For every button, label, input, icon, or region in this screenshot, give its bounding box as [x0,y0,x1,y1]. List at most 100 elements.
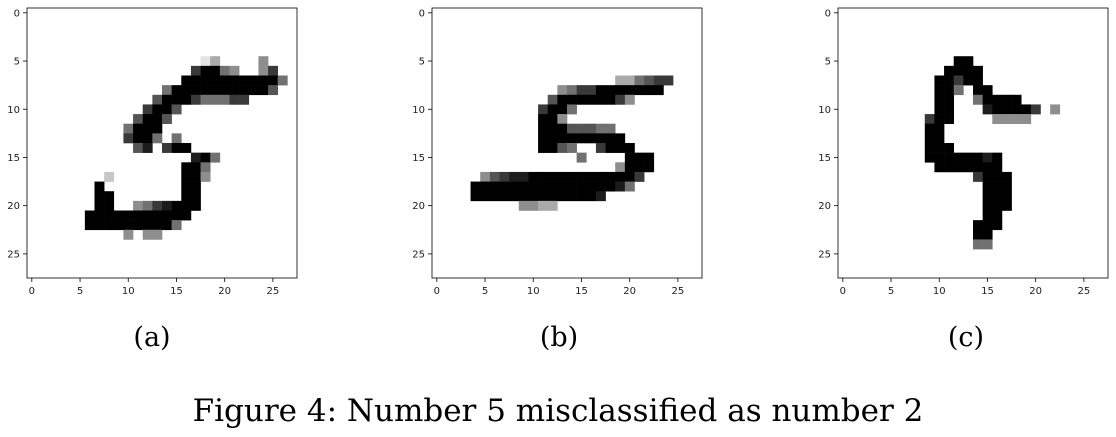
heatmap-cell [538,191,549,202]
x-tick-label: 10 [933,286,946,297]
heatmap-cell [634,162,645,173]
heatmap-cell [934,133,945,144]
heatmap-cell [982,200,993,211]
heatmap-cell [171,104,182,115]
heatmap-cell [973,152,983,163]
heatmap-cell [489,171,500,182]
heatmap-cell [219,94,230,105]
heatmap-cell [142,210,153,221]
heatmap-cell [268,85,279,96]
heatmap-cell [181,162,192,173]
heatmap-cell [152,229,163,240]
heatmap-cell [615,85,626,96]
heatmap-cell [162,143,172,153]
heatmap-cell [133,200,144,211]
heatmap-cell [142,143,153,153]
heatmap-cell [1001,191,1012,202]
heatmap-cell [595,123,606,134]
heatmap-cell [268,75,279,86]
heatmap-cell [181,171,192,182]
heatmap-cell [200,56,211,67]
heatmap-cell [634,152,645,163]
heatmap-cell [934,123,945,134]
heatmap-cell [595,181,606,192]
heatmap-cell [190,94,201,105]
heatmap-cell [605,133,616,144]
heatmap-cell [992,104,1003,115]
heatmap-cell [104,210,115,221]
heatmap-cell [982,94,993,105]
heatmap-cell [470,191,481,202]
heatmap-cell [547,171,558,182]
heatmap-cell [258,65,269,76]
heatmap-cell [152,220,163,231]
heatmap-cell [162,200,172,211]
heatmap-cell [1001,200,1012,211]
heatmap-cell [586,94,597,105]
heatmap-cell [470,181,481,192]
heatmap-cell [576,94,587,105]
heatmap-cell [210,56,221,67]
heatmap-cell [258,85,269,96]
heatmap-cell [982,191,993,202]
heatmap-cell [934,152,945,163]
heatmap-cell [567,171,577,182]
heatmap-cell [518,191,529,202]
heatmap-cell [1001,94,1012,105]
heatmap-cell [229,65,240,76]
heatmap-cell [615,133,626,144]
heatmap-cell [586,171,597,182]
heatmap-cell [133,220,144,231]
heatmap-cell [973,220,983,231]
y-tick-label: 0 [14,8,20,19]
heatmap-cell [518,181,529,192]
y-tick-label: 10 [412,105,425,116]
heatmap-cell [509,191,520,202]
y-tick-label: 10 [818,105,831,116]
heatmap-cell [538,171,549,182]
heatmap-cell [142,229,153,240]
heatmap-cell [528,200,539,211]
heatmap-cell [934,94,945,105]
heatmap-cell [538,143,549,153]
heatmap-plot-b: 0 5 10 15 20 25 0 5 10 15 20 25 [412,7,703,297]
heatmap-cell [94,181,105,192]
heatmap-cell [624,152,635,163]
heatmap-cell [538,123,549,134]
y-tick-label: 5 [419,57,425,68]
y-tick-label: 5 [825,57,831,68]
heatmap-cell [992,162,1003,173]
heatmap-cell [94,210,105,221]
heatmap-cell [973,171,983,182]
heatmap-cell [181,210,192,221]
heatmap-cell [576,123,587,134]
heatmap-cell [644,152,655,163]
heatmap-cell [567,85,577,96]
heatmap-cell [982,162,993,173]
heatmap-cell [557,104,568,115]
heatmap-cell [142,123,153,134]
heatmap-cell [595,171,606,182]
heatmap-cell [634,171,645,182]
x-tick-label: 5 [77,286,83,297]
heatmap-cell [152,210,163,221]
heatmap-cell [181,181,192,192]
heatmap-cell [992,152,1003,163]
heatmap-cell [576,191,587,202]
heatmap-cell [576,133,587,144]
heatmap-cell [615,143,626,153]
heatmap-cell [1021,114,1032,125]
heatmap-cell [200,75,211,86]
heatmap-cell [162,210,172,221]
heatmap-cell [595,133,606,144]
heatmap-cell [924,123,935,134]
heatmap-cell [219,65,230,76]
y-tick-label: 25 [818,249,831,260]
x-tick-label: 15 [170,286,183,297]
heatmap-cell [142,200,153,211]
axes-frame [26,7,298,279]
heatmap-cell [538,133,549,144]
heatmap-cell [538,181,549,192]
x-tick-label: 10 [122,286,135,297]
heatmap-cell [547,143,558,153]
